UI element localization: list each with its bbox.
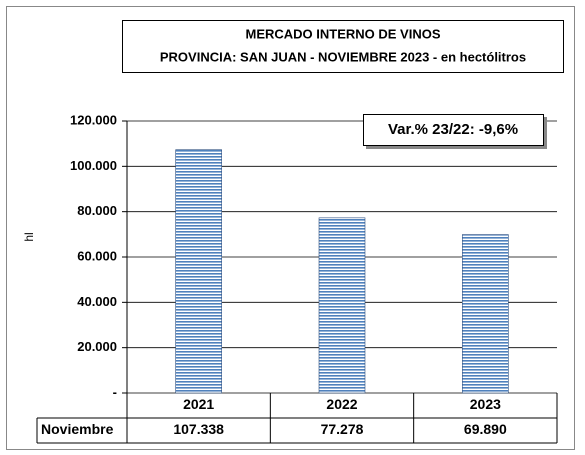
bar: [175, 149, 222, 394]
bar: [462, 234, 509, 394]
x-tick-label: 2021: [183, 396, 214, 412]
plot-area: - 20.000 40.000 60.000 80.000 100.000 120.000 N…: [36, 112, 558, 444]
x-tick-label: 2022: [326, 396, 357, 412]
y-tick-label: 120.000: [70, 112, 117, 127]
y-tick-label: 60.000: [77, 248, 117, 263]
y-tick-label: 40.000: [77, 294, 117, 309]
annotation: Var.% 23/22: -9,6%: [388, 121, 518, 138]
chart-title: MERCADO INTERNO DE VINOS: [245, 26, 440, 41]
y-tick-label: -: [113, 384, 117, 399]
x-tick-label: 2023: [470, 396, 501, 412]
bar: [318, 217, 366, 394]
y-tick-label: 100.000: [70, 158, 117, 173]
y-tick-label: 20.000: [77, 339, 117, 354]
data-label: 69.890: [464, 421, 507, 437]
legend-label: Noviembre: [41, 421, 114, 437]
title-box: [122, 20, 564, 73]
annotation-box: [363, 114, 544, 146]
chart-subtitle: PROVINCIA: SAN JUAN - NOVIEMBRE 2023 - e…: [160, 49, 526, 64]
data-label: 107.338: [173, 421, 224, 437]
y-tick-label: 80.000: [77, 203, 117, 218]
data-label: 77.278: [321, 421, 364, 437]
y-axis-label: hl: [22, 232, 36, 241]
